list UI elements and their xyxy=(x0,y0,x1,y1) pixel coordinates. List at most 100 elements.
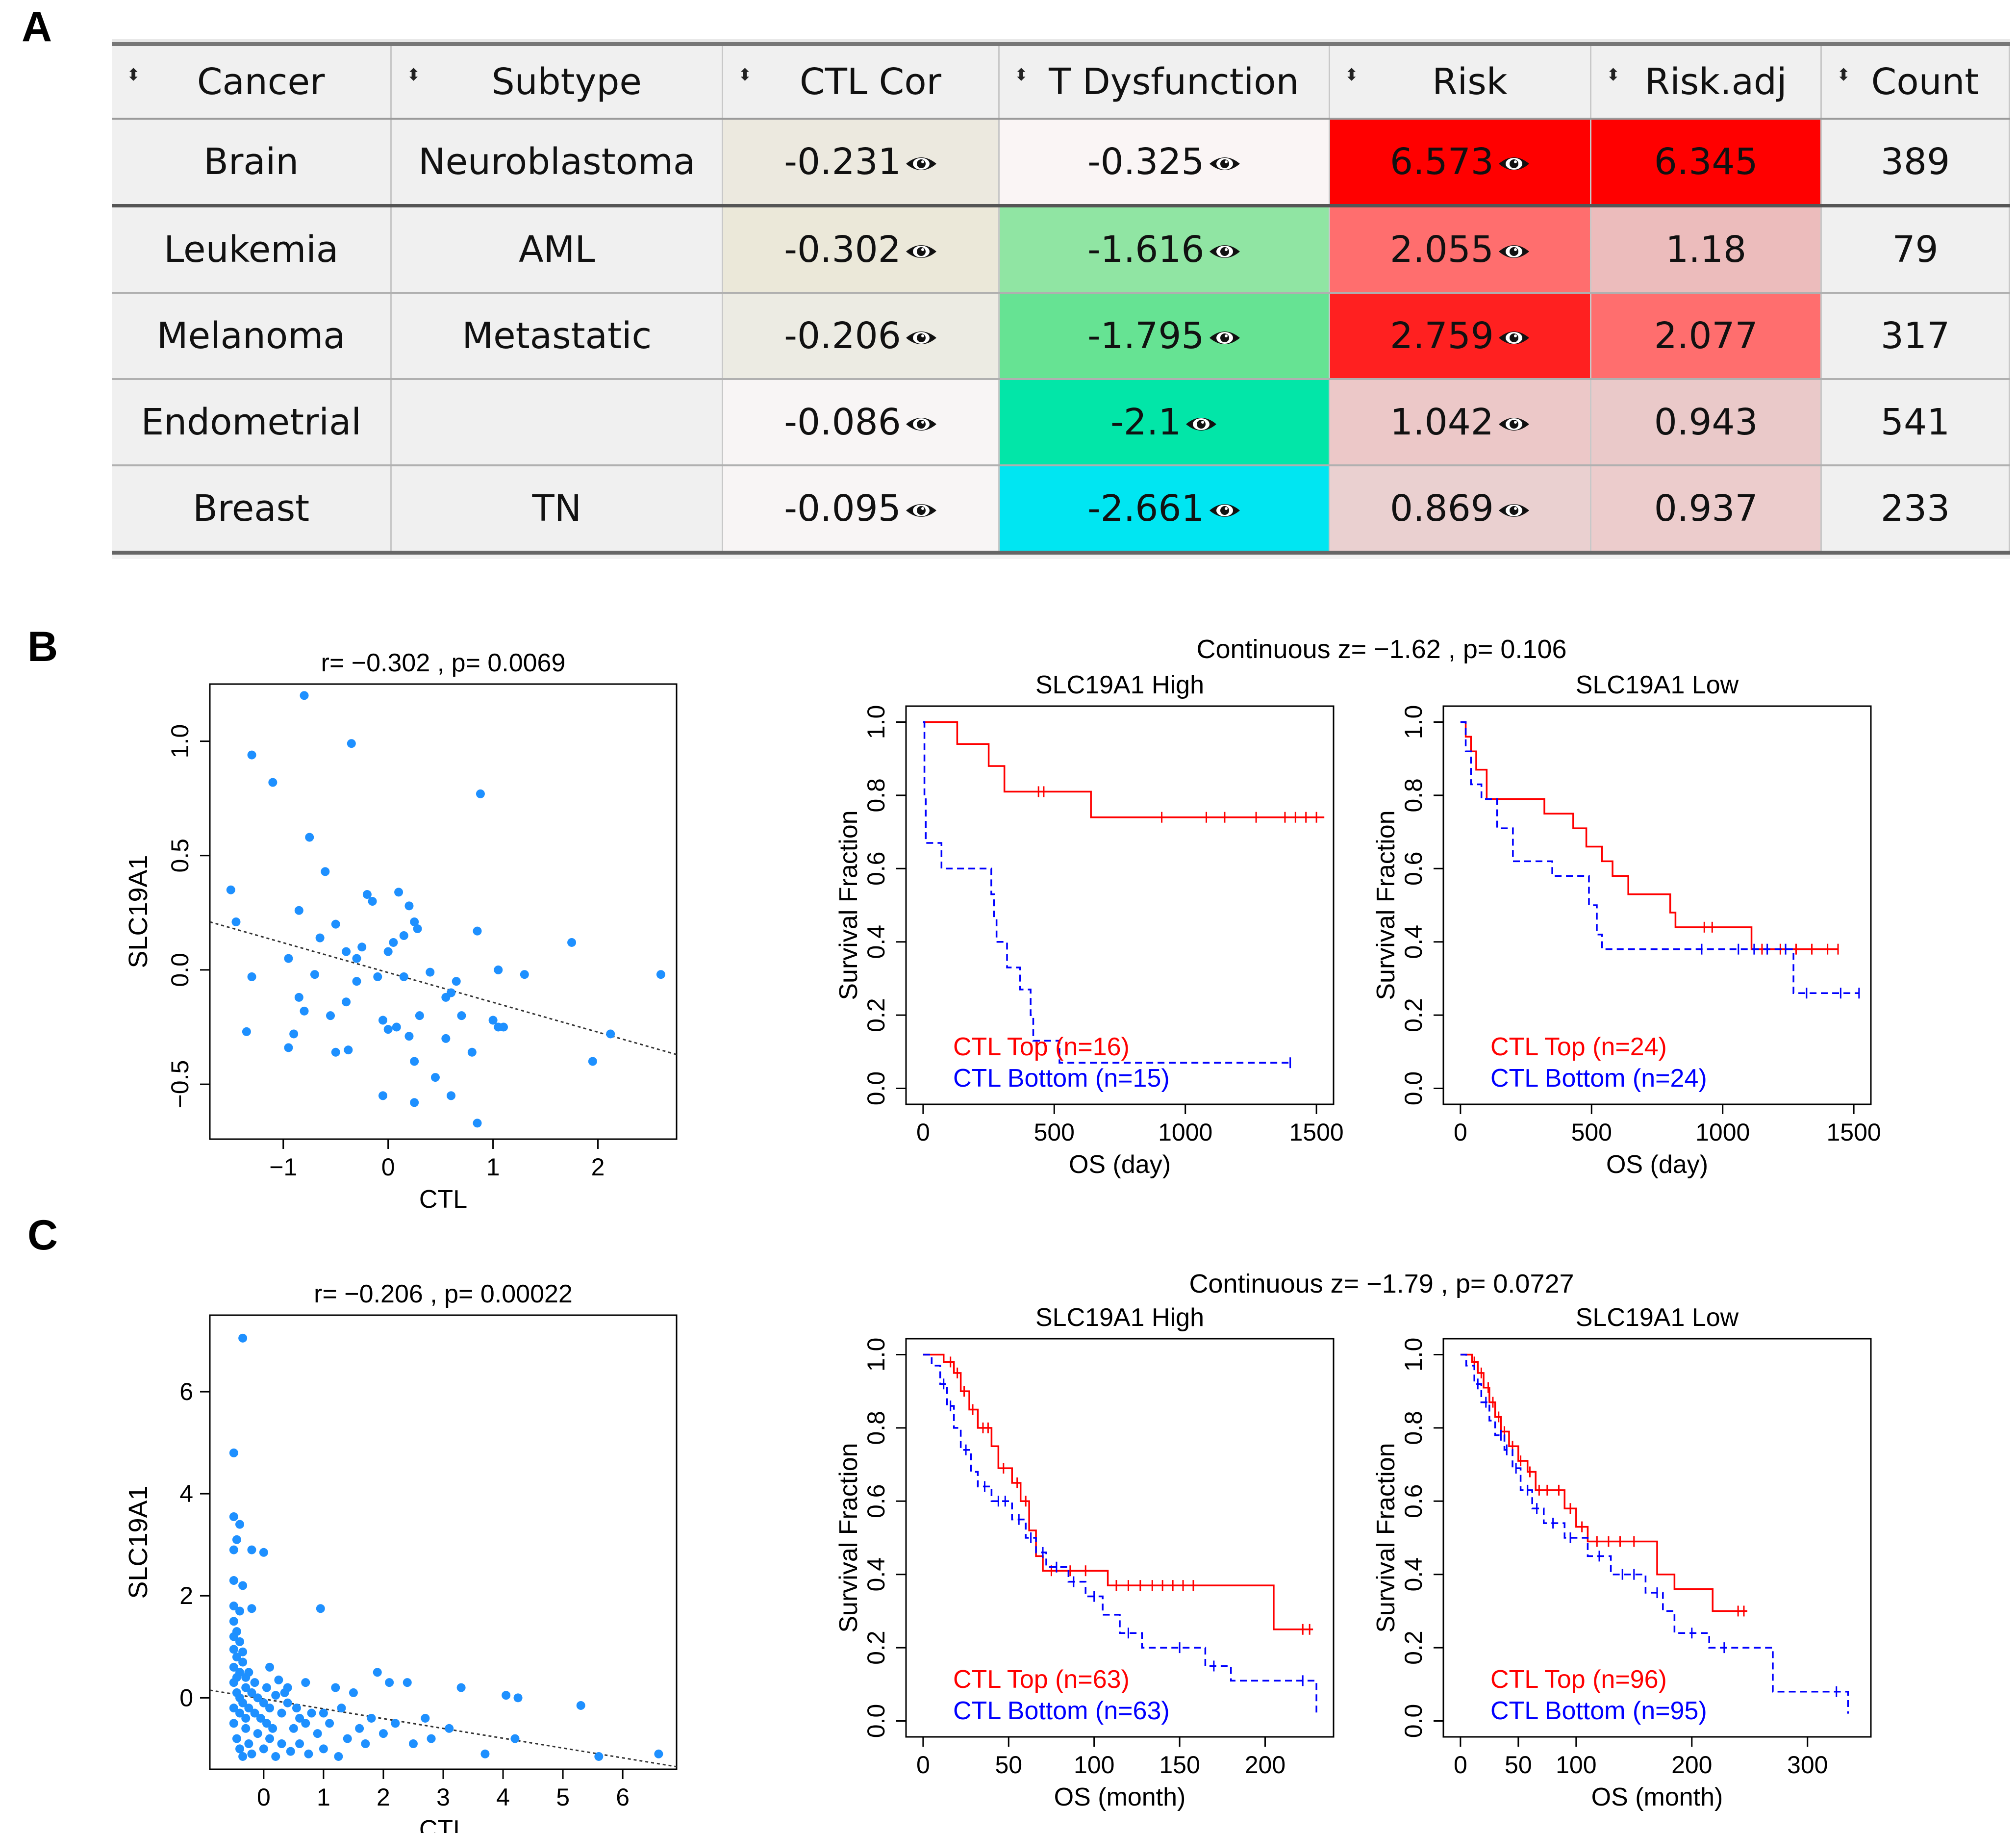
eye-icon[interactable] xyxy=(1498,327,1530,349)
table-row: Breast TN -0.095 -2.661 0.869 0.937 233 xyxy=(112,465,2010,555)
chart-title: SLC19A1 Low xyxy=(1576,671,1739,699)
data-point xyxy=(378,1729,388,1738)
survival-curve xyxy=(1460,1353,1748,1612)
sort-icon[interactable]: ⬍ xyxy=(406,65,421,85)
cell-ctl-cor: -0.302 xyxy=(722,205,1000,294)
data-point xyxy=(392,1022,401,1032)
sort-icon[interactable]: ⬍ xyxy=(1606,65,1620,85)
x-tick-label: 50 xyxy=(1505,1751,1532,1779)
column-header-ctl-cor[interactable]: ⬍ CTL Cor xyxy=(722,42,1000,120)
data-point xyxy=(304,1749,313,1758)
cell-ctl-cor: -0.231 xyxy=(722,119,1000,207)
y-tick-label: 0.6 xyxy=(1400,852,1427,886)
eye-icon[interactable] xyxy=(905,500,937,521)
data-point xyxy=(301,1719,310,1728)
plot-frame xyxy=(1442,1338,1872,1738)
data-point xyxy=(289,1724,298,1733)
x-axis-label: CTL xyxy=(419,1815,467,1833)
data-point xyxy=(300,1006,309,1016)
cell-value: 2.077 xyxy=(1654,315,1758,357)
x-tick-label: 5 xyxy=(556,1783,570,1811)
data-point xyxy=(368,897,377,906)
eye-icon[interactable] xyxy=(1209,153,1241,175)
data-point xyxy=(259,1744,268,1754)
data-point xyxy=(347,739,356,748)
data-point xyxy=(244,1704,253,1713)
sort-icon[interactable]: ⬍ xyxy=(1014,65,1029,85)
y-tick-label: 0.4 xyxy=(1400,925,1427,959)
data-point xyxy=(241,1713,251,1723)
data-point xyxy=(399,931,408,940)
data-point xyxy=(235,1708,245,1718)
data-point xyxy=(250,1708,259,1718)
sort-icon[interactable]: ⬍ xyxy=(738,65,752,85)
column-header-cancer[interactable]: ⬍ Cancer xyxy=(112,42,392,120)
eye-icon[interactable] xyxy=(1498,413,1530,435)
y-tick-label: 0.5 xyxy=(166,839,194,873)
y-tick-label: 0.6 xyxy=(1400,1484,1427,1519)
eye-icon[interactable] xyxy=(1209,500,1241,521)
eye-icon[interactable] xyxy=(905,153,937,175)
x-tick-label: 200 xyxy=(1245,1751,1285,1779)
column-header-subtype[interactable]: ⬍ Subtype xyxy=(391,42,724,120)
cell-value: 0.937 xyxy=(1654,487,1758,530)
cell-subtype: TN xyxy=(391,465,724,555)
y-axis-label: Survival Fraction xyxy=(1372,1443,1400,1632)
eye-icon[interactable] xyxy=(1498,500,1530,521)
data-point xyxy=(247,1545,256,1554)
column-header-count[interactable]: ⬍ Count xyxy=(1821,42,2010,120)
data-point xyxy=(357,942,367,952)
data-point xyxy=(378,1016,387,1025)
y-axis-label: Survival Fraction xyxy=(834,1443,863,1632)
data-point xyxy=(427,1734,436,1743)
column-header-risk-adj[interactable]: ⬍ Risk.adj xyxy=(1590,42,1822,120)
data-point xyxy=(271,1691,280,1700)
eye-icon[interactable] xyxy=(1498,153,1530,175)
data-point xyxy=(253,1729,262,1738)
data-point xyxy=(326,1011,335,1020)
x-tick-label: 0 xyxy=(257,1783,271,1811)
sort-icon[interactable]: ⬍ xyxy=(1344,65,1359,85)
cell-ctl-cor: -0.095 xyxy=(722,465,1000,555)
data-point xyxy=(229,1576,238,1585)
legend-entry: CTL Top (n=16) xyxy=(953,1033,1130,1061)
y-tick-label: 0.2 xyxy=(1400,998,1427,1032)
cell-risk-adj: 0.943 xyxy=(1590,379,1822,466)
data-point xyxy=(229,1448,238,1457)
column-header-t-dysfunction[interactable]: ⬍ T Dysfunction xyxy=(999,42,1330,120)
eye-icon[interactable] xyxy=(1209,241,1241,262)
x-tick-label: −1 xyxy=(269,1153,297,1181)
column-header-risk[interactable]: ⬍ Risk xyxy=(1329,42,1592,120)
cell-value: -0.231 xyxy=(784,141,901,183)
data-point xyxy=(378,1091,387,1100)
eye-icon[interactable] xyxy=(1498,241,1530,262)
cell-value: -0.302 xyxy=(784,229,901,271)
survival-curve xyxy=(923,1353,1317,1714)
data-point xyxy=(259,1548,268,1557)
data-point xyxy=(265,1704,275,1713)
cell-count: 79 xyxy=(1821,205,2010,294)
x-axis-label: OS (day) xyxy=(1606,1150,1708,1179)
data-point xyxy=(447,988,456,997)
data-point xyxy=(307,1708,316,1718)
cell-t-dysfunction: -0.325 xyxy=(999,119,1330,207)
cell-value: -1.795 xyxy=(1087,315,1205,357)
data-point xyxy=(404,901,414,911)
data-point xyxy=(313,1729,322,1738)
data-point xyxy=(383,1025,393,1034)
data-point xyxy=(229,1662,238,1672)
cell-value: Leukemia xyxy=(164,229,339,271)
data-point xyxy=(305,833,314,842)
eye-icon[interactable] xyxy=(905,327,937,349)
chart-title: r= −0.206 , p= 0.00022 xyxy=(314,1280,573,1308)
eye-icon[interactable] xyxy=(905,241,937,262)
sort-icon[interactable]: ⬍ xyxy=(1837,65,1851,85)
table-top-strip xyxy=(112,39,2010,44)
eye-icon[interactable] xyxy=(905,413,937,435)
eye-icon[interactable] xyxy=(1185,413,1217,435)
cell-value: 6.573 xyxy=(1390,141,1494,183)
sort-icon[interactable]: ⬍ xyxy=(126,65,141,85)
data-point xyxy=(499,1022,508,1032)
eye-icon[interactable] xyxy=(1209,327,1241,349)
cell-value: 2.055 xyxy=(1390,229,1494,271)
